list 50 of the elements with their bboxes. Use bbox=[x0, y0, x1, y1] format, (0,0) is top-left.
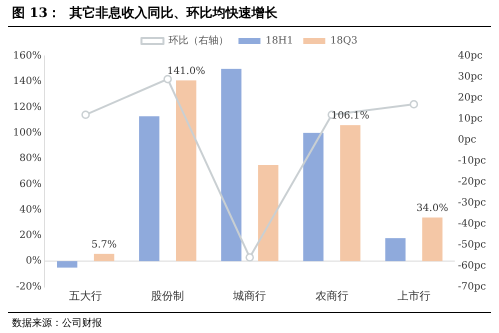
data-label: 141.0% bbox=[167, 66, 206, 77]
bar bbox=[139, 116, 160, 262]
bar bbox=[385, 238, 406, 262]
y-tick-label: 100% bbox=[12, 128, 42, 139]
data-label: 5.7% bbox=[91, 239, 117, 250]
bar bbox=[57, 261, 78, 268]
y2-tick-label: 30pc bbox=[458, 72, 484, 83]
y2-tick-label: -20pc bbox=[458, 176, 486, 188]
y-tick-label: 120% bbox=[12, 102, 42, 113]
bar bbox=[303, 132, 324, 262]
x-tick-label: 农商行 bbox=[315, 289, 348, 302]
x-tick-label: 股份制 bbox=[151, 289, 184, 302]
chart-title: 图 13： 其它非息收入同比、环比均快速增长 bbox=[8, 2, 491, 27]
legend-label: 环比（右轴） bbox=[168, 34, 228, 47]
y-tick-label: -20% bbox=[16, 281, 42, 292]
y2-tick-label: -60pc bbox=[458, 260, 486, 272]
y2-tick-label: -10pc bbox=[458, 156, 486, 167]
y-tick-label: 140% bbox=[12, 76, 42, 88]
y2-tick-label: -70pc bbox=[458, 281, 486, 292]
legend-label: 18H1 bbox=[265, 36, 294, 47]
y2-tick-label: -30pc bbox=[458, 197, 486, 208]
data-label: 34.0% bbox=[416, 203, 448, 214]
bar bbox=[258, 164, 278, 262]
x-tick-label: 城商行 bbox=[232, 289, 266, 302]
y2-tick-label: 20pc bbox=[458, 92, 484, 104]
x-tick-label: 上市行 bbox=[397, 289, 430, 302]
bar bbox=[422, 218, 442, 262]
bar bbox=[176, 80, 196, 262]
point bbox=[410, 100, 418, 109]
bar bbox=[94, 254, 114, 262]
source-note: 数据来源：公司财报 bbox=[8, 312, 491, 333]
point bbox=[163, 74, 172, 84]
y2-tick-label: -50pc bbox=[458, 239, 486, 250]
legend-label: 18Q3 bbox=[330, 36, 358, 47]
y-tick-label: 40% bbox=[19, 204, 42, 216]
y-tick-label: 160% bbox=[12, 50, 42, 62]
y-tick-label: 60% bbox=[19, 178, 42, 190]
y2-tick-label: 40pc bbox=[458, 50, 484, 62]
y2-tick-label: 0pc bbox=[458, 134, 477, 146]
y-tick-label: 0% bbox=[26, 256, 42, 267]
y2-tick-label: -40pc bbox=[458, 218, 486, 230]
y2-tick-label: 10pc bbox=[458, 114, 484, 125]
bar bbox=[221, 68, 242, 262]
y-tick-label: 20% bbox=[19, 230, 42, 242]
point bbox=[245, 253, 254, 262]
data-label: 106.1% bbox=[331, 110, 370, 122]
x-tick-label: 五大行 bbox=[69, 289, 102, 302]
point bbox=[81, 110, 90, 119]
y-tick-label: 80% bbox=[19, 153, 42, 164]
bar bbox=[340, 125, 360, 262]
